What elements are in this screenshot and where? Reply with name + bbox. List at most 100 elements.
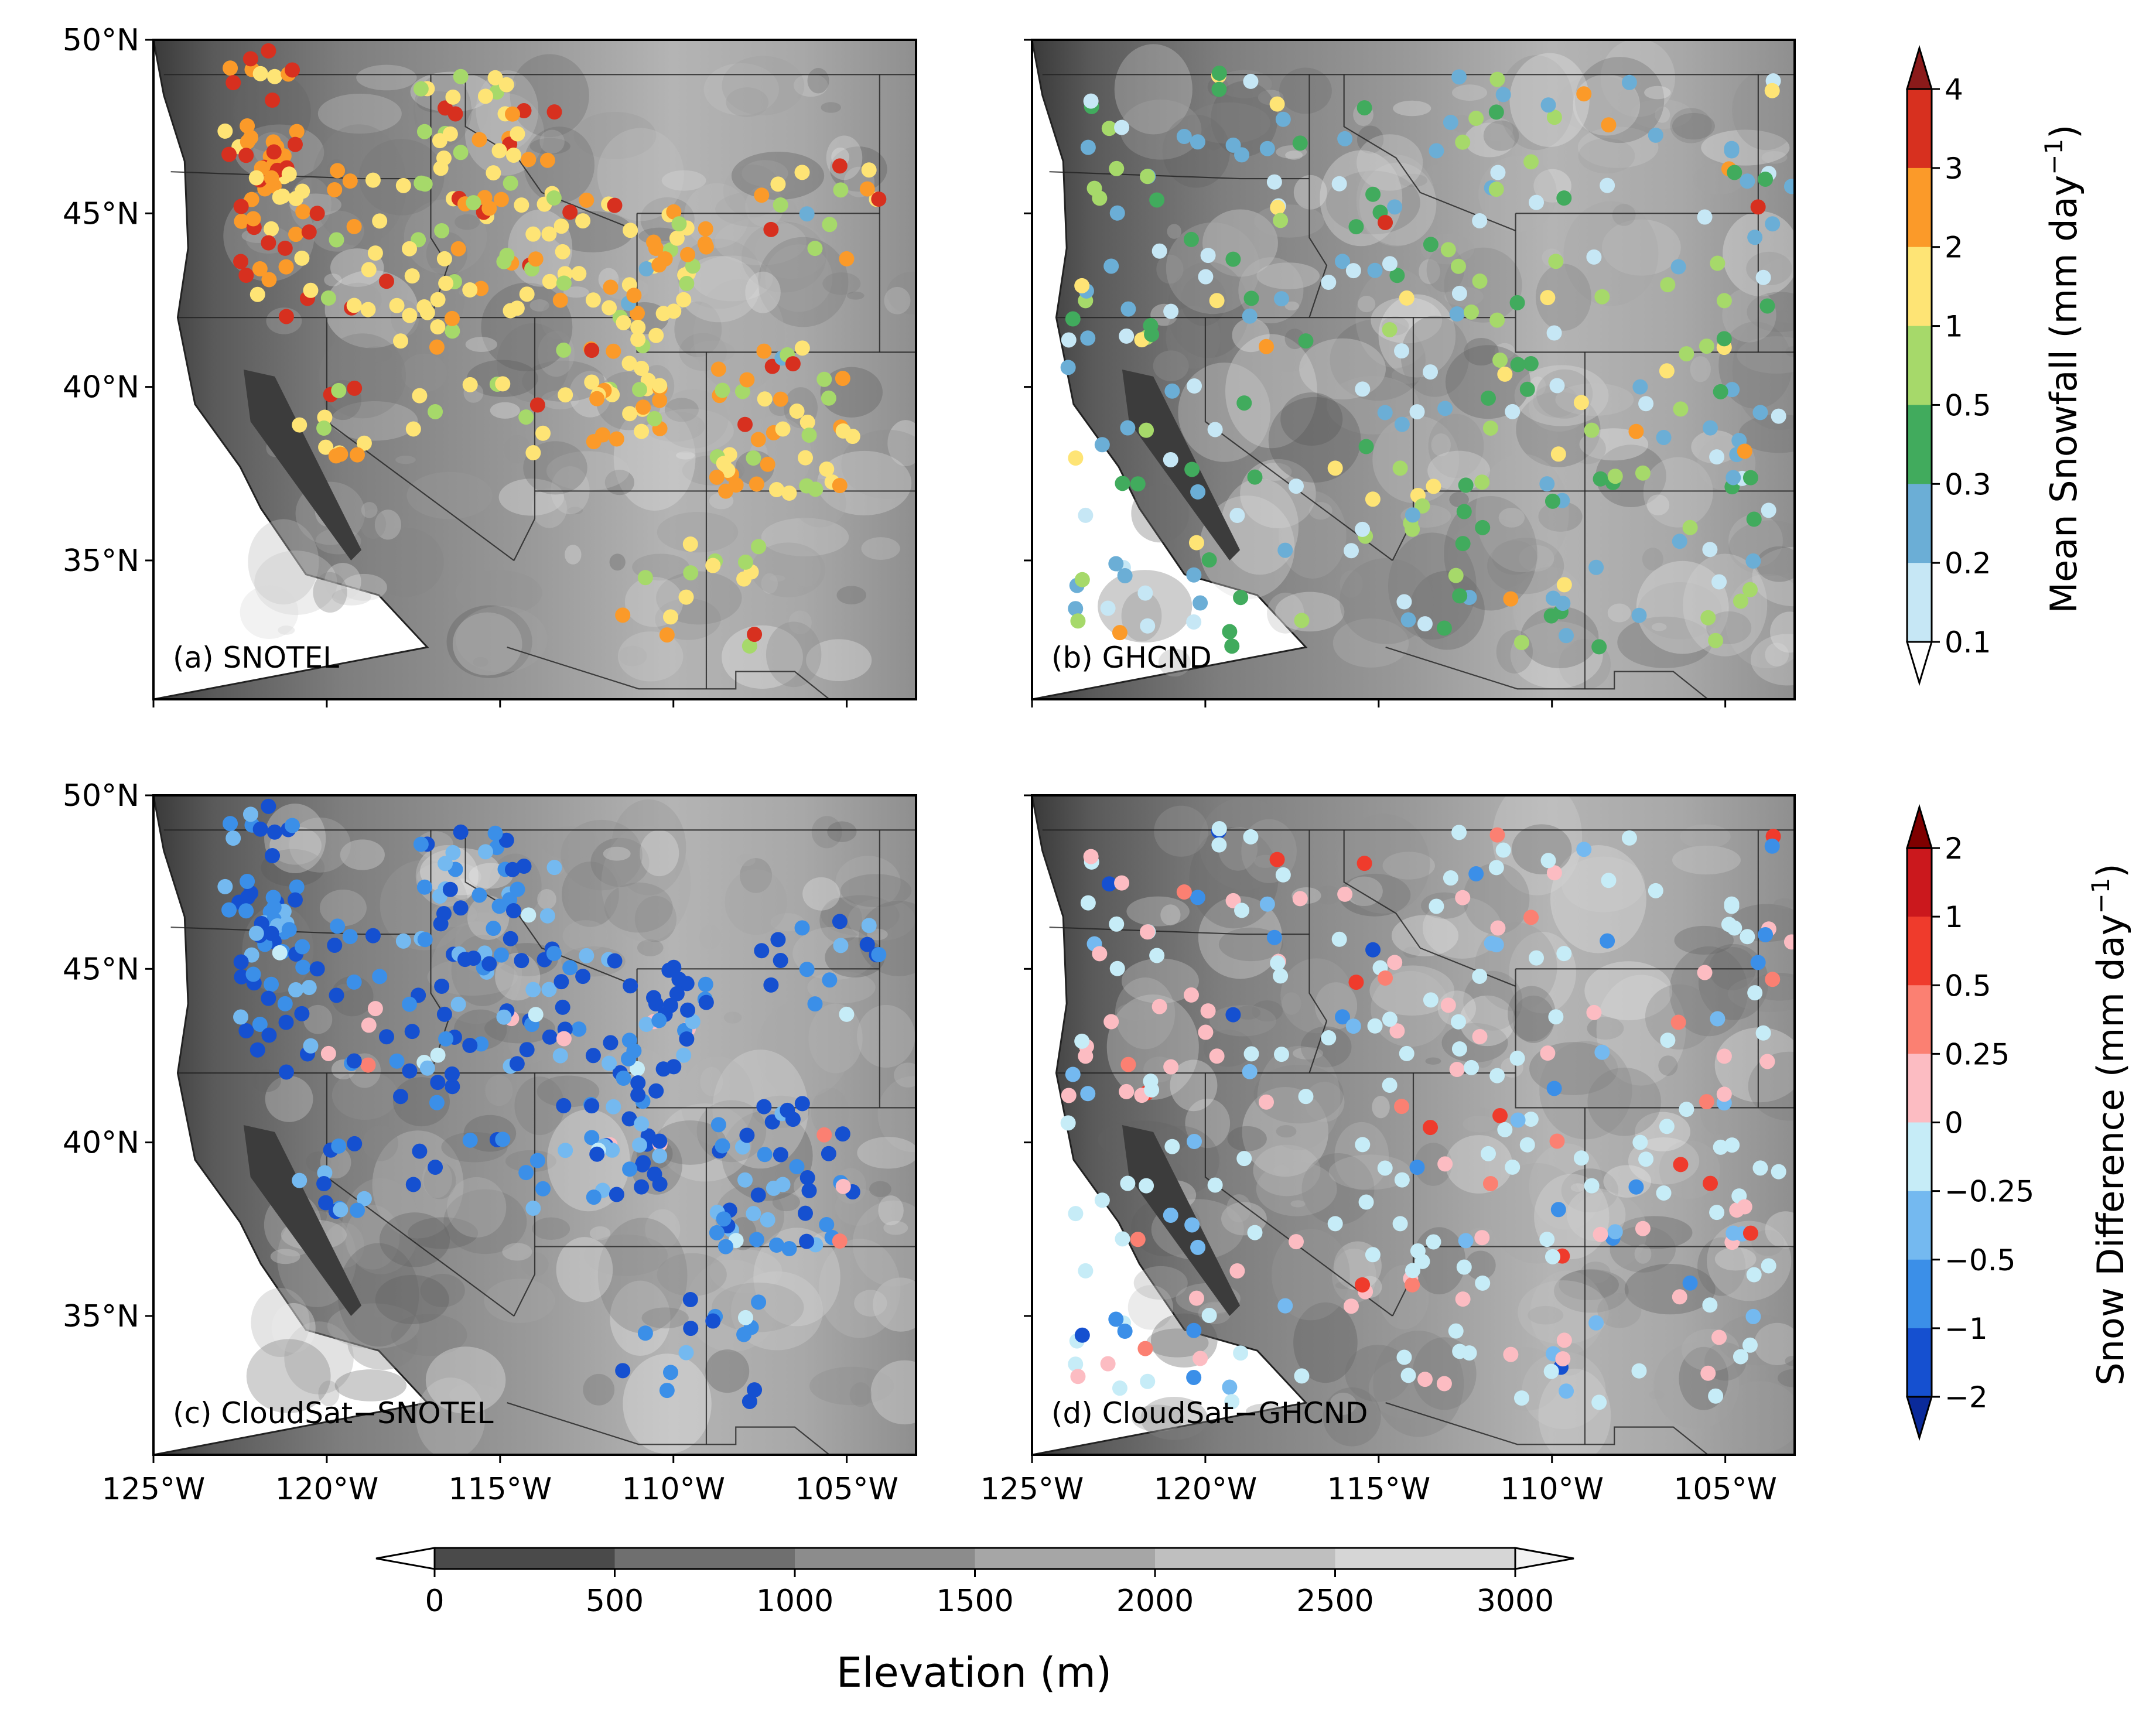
snotel-station-marker (242, 51, 258, 67)
snotel-difference-marker (365, 928, 381, 944)
ghcnd-station-marker (1190, 484, 1206, 500)
colorbar-swatch (1907, 848, 1932, 917)
ghcnd-difference-marker (1389, 1023, 1405, 1039)
ghcnd-difference-marker (1576, 842, 1592, 857)
ghcnd-difference-marker (1740, 929, 1755, 945)
ghcnd-station-marker (1449, 306, 1465, 322)
snotel-difference-marker (635, 1155, 651, 1171)
snotel-difference-marker (801, 1182, 817, 1198)
ghcnd-station-marker (1345, 263, 1361, 279)
snotel-difference-marker (746, 1206, 761, 1222)
snotel-station-marker (428, 404, 443, 419)
snotel-difference-marker (233, 1009, 249, 1025)
ghcnd-station-marker (1546, 110, 1562, 125)
ghcnd-station-marker (1414, 498, 1430, 514)
ghcnd-station-marker (1635, 465, 1651, 481)
difference-colorbar: 2 1 0.5 0.25 0 −0.25 −0.5 −1 −2 (1905, 804, 2034, 1441)
ghcnd-difference-marker (1472, 1029, 1488, 1045)
ghcnd-station-marker (1716, 331, 1732, 347)
ghcnd-station-marker (1389, 268, 1405, 283)
snotel-difference-marker (584, 1130, 600, 1146)
ghcnd-station-marker (1556, 190, 1572, 206)
snotel-station-marker (603, 279, 619, 295)
snotel-difference-marker (646, 990, 662, 1006)
snotel-difference-marker (367, 1001, 383, 1017)
snotel-difference-marker (861, 918, 877, 934)
ghcnd-difference-marker (1109, 916, 1125, 932)
colorbar-tick-label: 0.5 (1945, 388, 1991, 422)
snotel-station-marker (261, 43, 276, 59)
ghcnd-station-marker (1365, 186, 1381, 202)
snotel-difference-marker (822, 972, 838, 988)
snotel-station-marker (252, 66, 268, 81)
ghcnd-difference-marker (1600, 933, 1615, 949)
ghcnd-difference-marker (1713, 1139, 1728, 1155)
snotel-station-marker (680, 247, 696, 262)
snotel-station-marker (556, 275, 572, 291)
snotel-difference-marker (471, 887, 487, 903)
ghcnd-station-marker (1236, 395, 1252, 411)
snotel-station-marker (301, 224, 317, 240)
snotel-station-marker (261, 235, 276, 251)
snotel-difference-marker (760, 1212, 775, 1228)
ghcnd-difference-marker (1733, 1349, 1748, 1365)
snotel-station-marker (395, 177, 411, 193)
snotel-difference-marker (223, 816, 238, 832)
ghcnd-difference-marker (1108, 1311, 1124, 1327)
ghcnd-difference-marker (1747, 985, 1763, 1001)
ghcnd-difference-marker (1377, 1160, 1393, 1176)
lon-tick-label: 110°W (1500, 1472, 1604, 1507)
ghcnd-difference-marker (1426, 1234, 1441, 1250)
snotel-station-marker (453, 69, 469, 84)
snotel-station-marker (264, 221, 279, 237)
lon-tick-label: 115°W (1327, 1472, 1430, 1507)
ghcnd-station-marker (1070, 613, 1086, 629)
ghcnd-difference-marker (1750, 955, 1766, 970)
ghcnd-station-marker (1247, 469, 1263, 485)
snotel-station-marker (266, 69, 282, 84)
ghcnd-station-marker (1697, 209, 1713, 225)
ghcnd-difference-marker (1247, 1225, 1263, 1240)
snotel-difference-marker (331, 1138, 347, 1154)
snotel-station-marker (763, 221, 779, 237)
ghcnd-station-marker (1702, 542, 1718, 558)
ghcnd-station-marker (1273, 291, 1289, 307)
ghcnd-station-marker (1513, 635, 1529, 651)
snotel-station-marker (486, 165, 501, 181)
snotel-station-marker (471, 132, 487, 148)
ghcnd-difference-marker (1423, 992, 1439, 1008)
ghcnd-station-marker (1489, 71, 1505, 87)
snotel-difference-marker (505, 862, 521, 877)
ghcnd-station-marker (1103, 258, 1119, 274)
ghcnd-station-marker (1709, 449, 1725, 465)
snotel-difference-marker (285, 818, 300, 833)
ghcnd-station-marker (1259, 141, 1275, 156)
snotel-station-marker (602, 300, 617, 316)
snotel-difference-marker (372, 969, 388, 985)
ghcnd-difference-marker (1357, 856, 1372, 871)
ghcnd-difference-marker (1143, 1074, 1159, 1089)
snotel-station-marker (429, 339, 445, 355)
snotel-station-marker (250, 286, 265, 302)
ghcnd-difference-marker (1523, 910, 1539, 925)
ghcnd-difference-marker (1187, 1134, 1202, 1150)
lon-tick-label: 125°W (980, 1472, 1084, 1507)
snotel-station-marker (552, 292, 568, 308)
snotel-difference-marker (833, 938, 849, 953)
snowfall-colorbar: 4 3 2 1 0.5 0.3 0.2 0.1 (1905, 45, 1991, 686)
ghcnd-station-marker (1765, 216, 1781, 232)
snotel-difference-marker (799, 1233, 815, 1249)
ghcnd-difference-marker (1068, 1206, 1084, 1222)
snotel-station-marker (433, 160, 449, 176)
snotel-difference-marker (556, 1031, 572, 1047)
snotel-difference-marker (794, 920, 810, 936)
snotel-station-marker (535, 425, 551, 441)
snotel-station-marker (248, 170, 264, 186)
snotel-difference-marker (238, 1023, 254, 1039)
snotel-difference-marker (395, 933, 411, 949)
panel-d-frame (1031, 794, 1796, 1456)
ghcnd-station-marker (1488, 104, 1504, 120)
snotel-difference-marker (615, 1363, 631, 1379)
ghcnd-station-marker (1490, 165, 1506, 180)
ghcnd-difference-marker (1101, 876, 1117, 892)
